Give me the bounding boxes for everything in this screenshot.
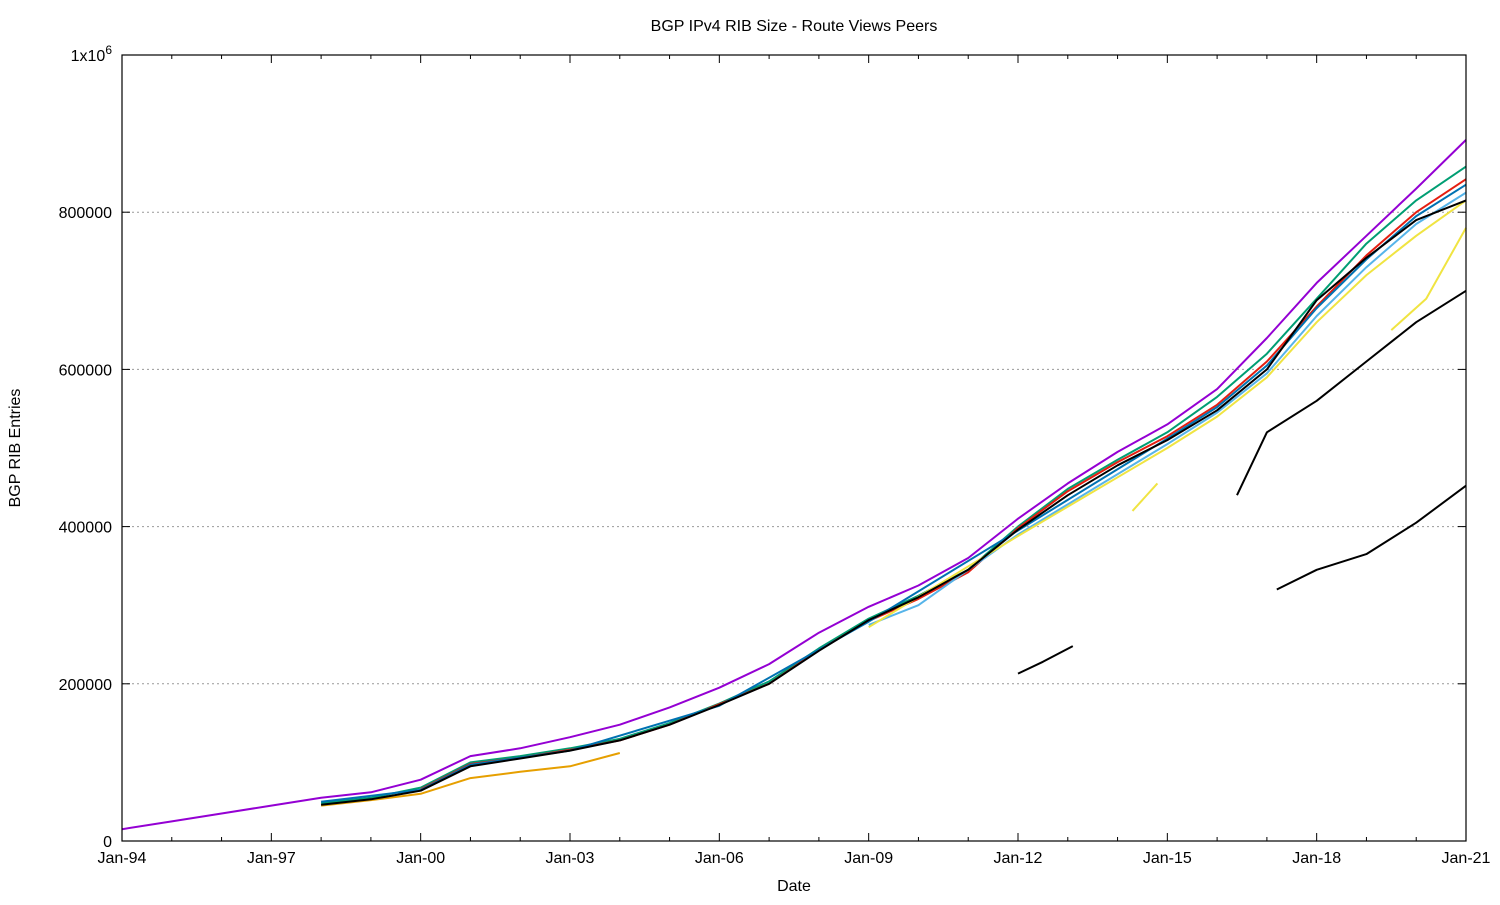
x-tick-label: Jan-94 [98,850,147,867]
y-tick-label: 400000 [59,520,112,537]
x-tick-label: Jan-97 [247,850,296,867]
x-tick-label: Jan-06 [695,850,744,867]
ticks: 0 200000 400000 600000 800000 1x106 Jan-94 Jan-… [59,43,1491,867]
y-tick-label: 0 [103,834,112,851]
series-line-peer-black-low-2012 [1017,645,1074,675]
x-tick-label: Jan-15 [1143,850,1192,867]
x-tick-label: Jan-00 [396,850,445,867]
x-axis-label: Date [777,878,811,895]
series-line-peer-black-low-2017 [1276,484,1467,591]
series-line-peer-red [420,178,1467,790]
y-axis-label: BGP RIB Entries [7,389,24,508]
x-tick-label: Jan-09 [844,850,893,867]
series-line-peer-purple-top [121,139,1467,831]
series-line-peer-black-main [320,199,1467,806]
y-tick-label: 800000 [59,205,112,222]
x-tick-label: Jan-12 [994,850,1043,867]
y-tick-label: 200000 [59,677,112,694]
series-line-peer-lightblue [868,191,1467,626]
chart-title: BGP IPv4 RIB Size - Route Views Peers [651,18,938,35]
x-tick-label: Jan-18 [1292,850,1341,867]
series-line-peer-black-low-2016 [1236,289,1467,496]
series-line-peer-yellow [868,199,1467,629]
series-line-peer-teal [320,165,1467,805]
x-tick-label: Jan-21 [1442,850,1491,867]
y-tick-label: 1x106 [71,43,113,65]
series-line-peer-yellow-low-2014 [1131,482,1159,512]
grid [122,211,1466,685]
series-line-peer-blue [320,183,1467,803]
plot-frame [121,54,1467,842]
y-tick-label: 600000 [59,362,112,379]
series-group [121,139,1467,831]
series-line-peer-yellow-low-2019 [1390,227,1467,331]
x-tick-label: Jan-03 [546,850,595,867]
y-tick-exponent: 6 [105,43,112,57]
